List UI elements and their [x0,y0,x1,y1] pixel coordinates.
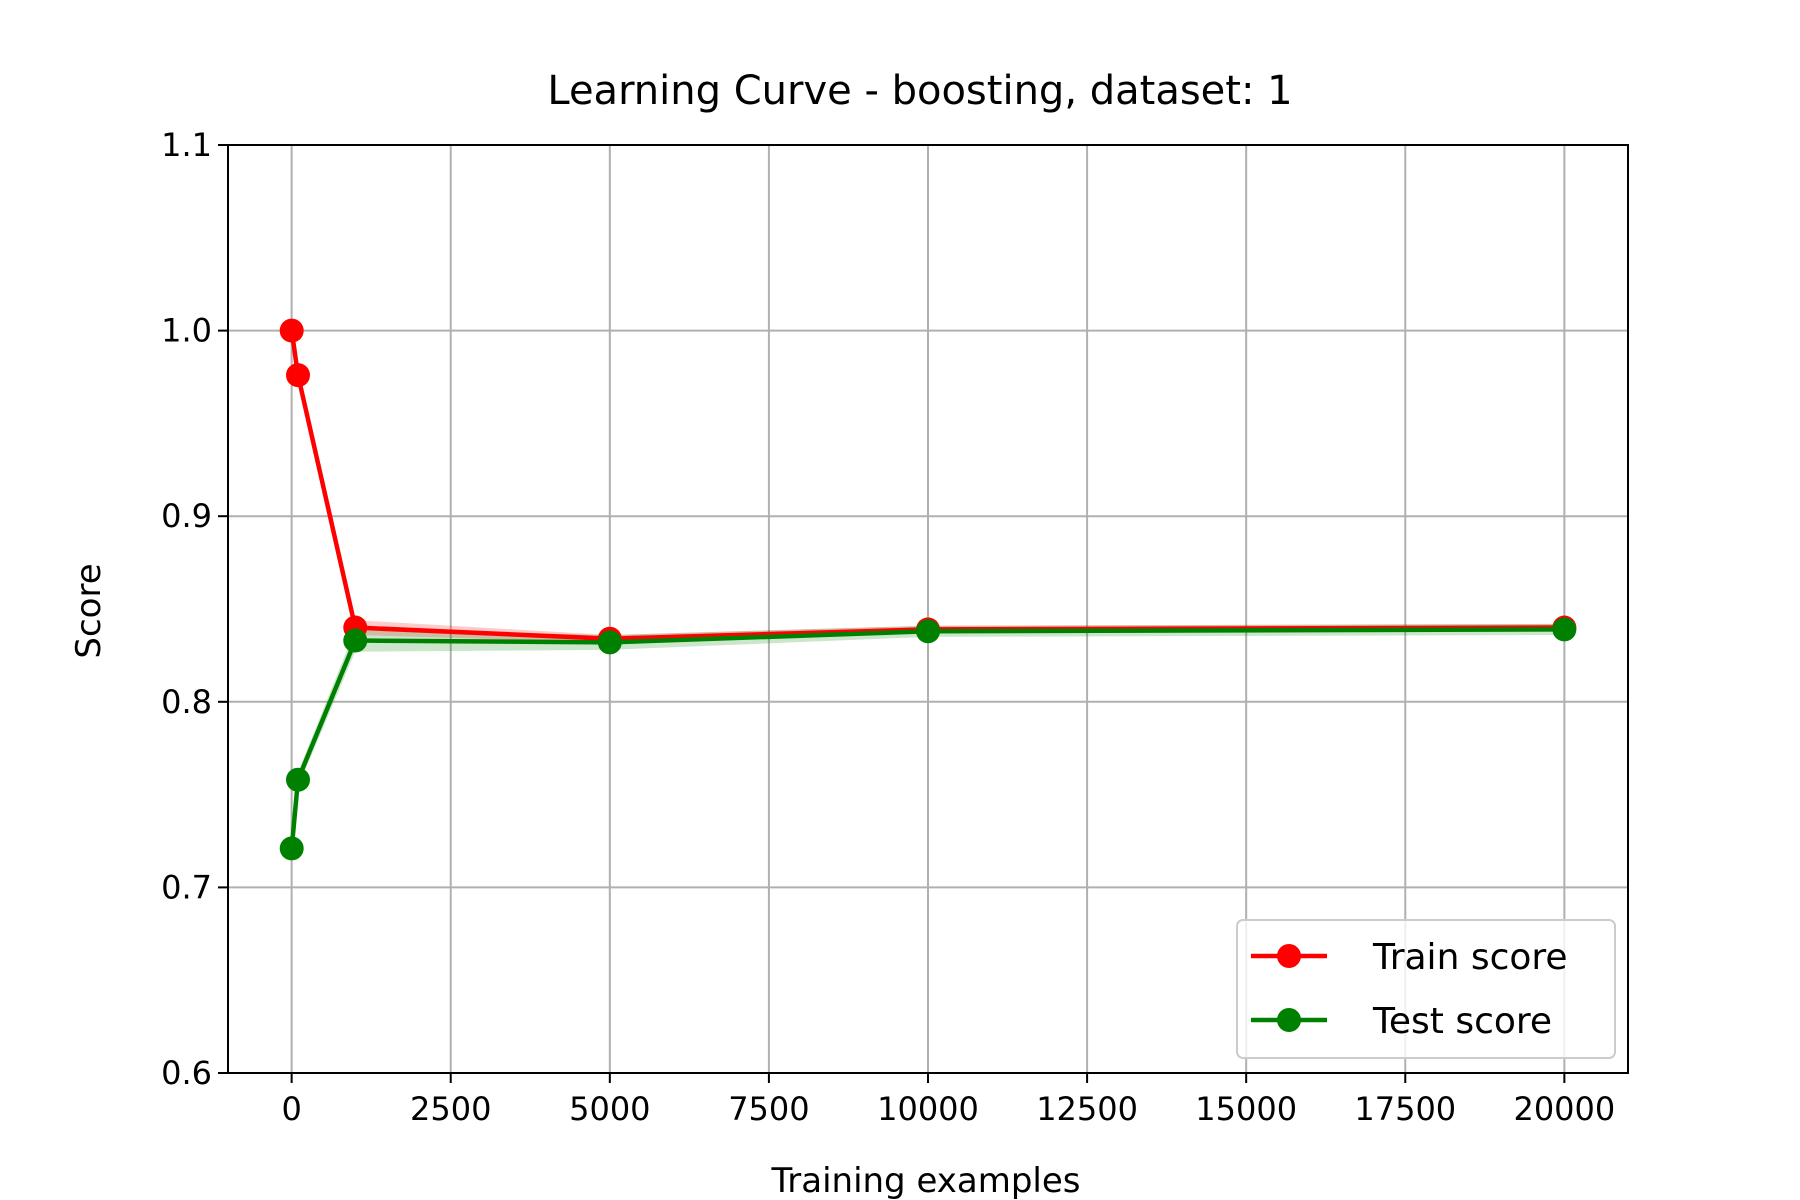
train-score-point [286,363,310,388]
x-tick-label: 5000 [569,1090,650,1128]
legend: Train score Test score [1236,919,1616,1059]
y-axis-label: Score [69,563,109,658]
legend-swatch-marker [1277,944,1301,968]
x-tick-label: 20000 [1513,1090,1615,1128]
test-score-point [597,630,622,655]
x-tick-label: 17500 [1354,1090,1456,1128]
x-tick-label: 7500 [728,1090,809,1128]
test-score-point [1552,617,1577,642]
series-layer [279,318,1577,861]
legend-box [1236,919,1616,1059]
test-score-point [286,767,310,792]
legend-label: Train score [1372,937,1568,978]
chart-title: Learning Curve - boosting, dataset: 1 [547,68,1292,114]
x-tick-label: 10000 [877,1090,979,1128]
y-tick-label: 1.1 [161,126,212,164]
test-score-band [291,623,1565,853]
legend-label: Test score [1372,1001,1552,1042]
y-tick-label: 0.8 [161,683,212,721]
test-score-point [916,619,940,644]
y-tick-label: 0.6 [161,1054,212,1092]
x-tick-label: 15000 [1195,1090,1297,1128]
y-tick-label: 1.0 [161,312,212,350]
test-score-point [343,628,368,653]
y-axis-ticks: 0.6 0.7 0.8 0.9 1.0 1.1 [161,126,228,1092]
test-score-point [279,836,304,861]
x-axis-ticks: 0 2500 5000 7500 10000 12500 15000 17500 20000 [281,1073,1615,1128]
train-score-point [279,318,304,343]
legend-swatch-marker [1277,1008,1301,1032]
confidence-bands [291,330,1565,853]
y-tick-label: 0.9 [161,497,212,535]
x-tick-label: 0 [281,1090,301,1128]
x-tick-label: 2500 [410,1090,491,1128]
x-tick-label: 12500 [1036,1090,1138,1128]
y-tick-label: 0.7 [161,868,212,906]
x-axis-label: Training examples [770,1161,1080,1200]
